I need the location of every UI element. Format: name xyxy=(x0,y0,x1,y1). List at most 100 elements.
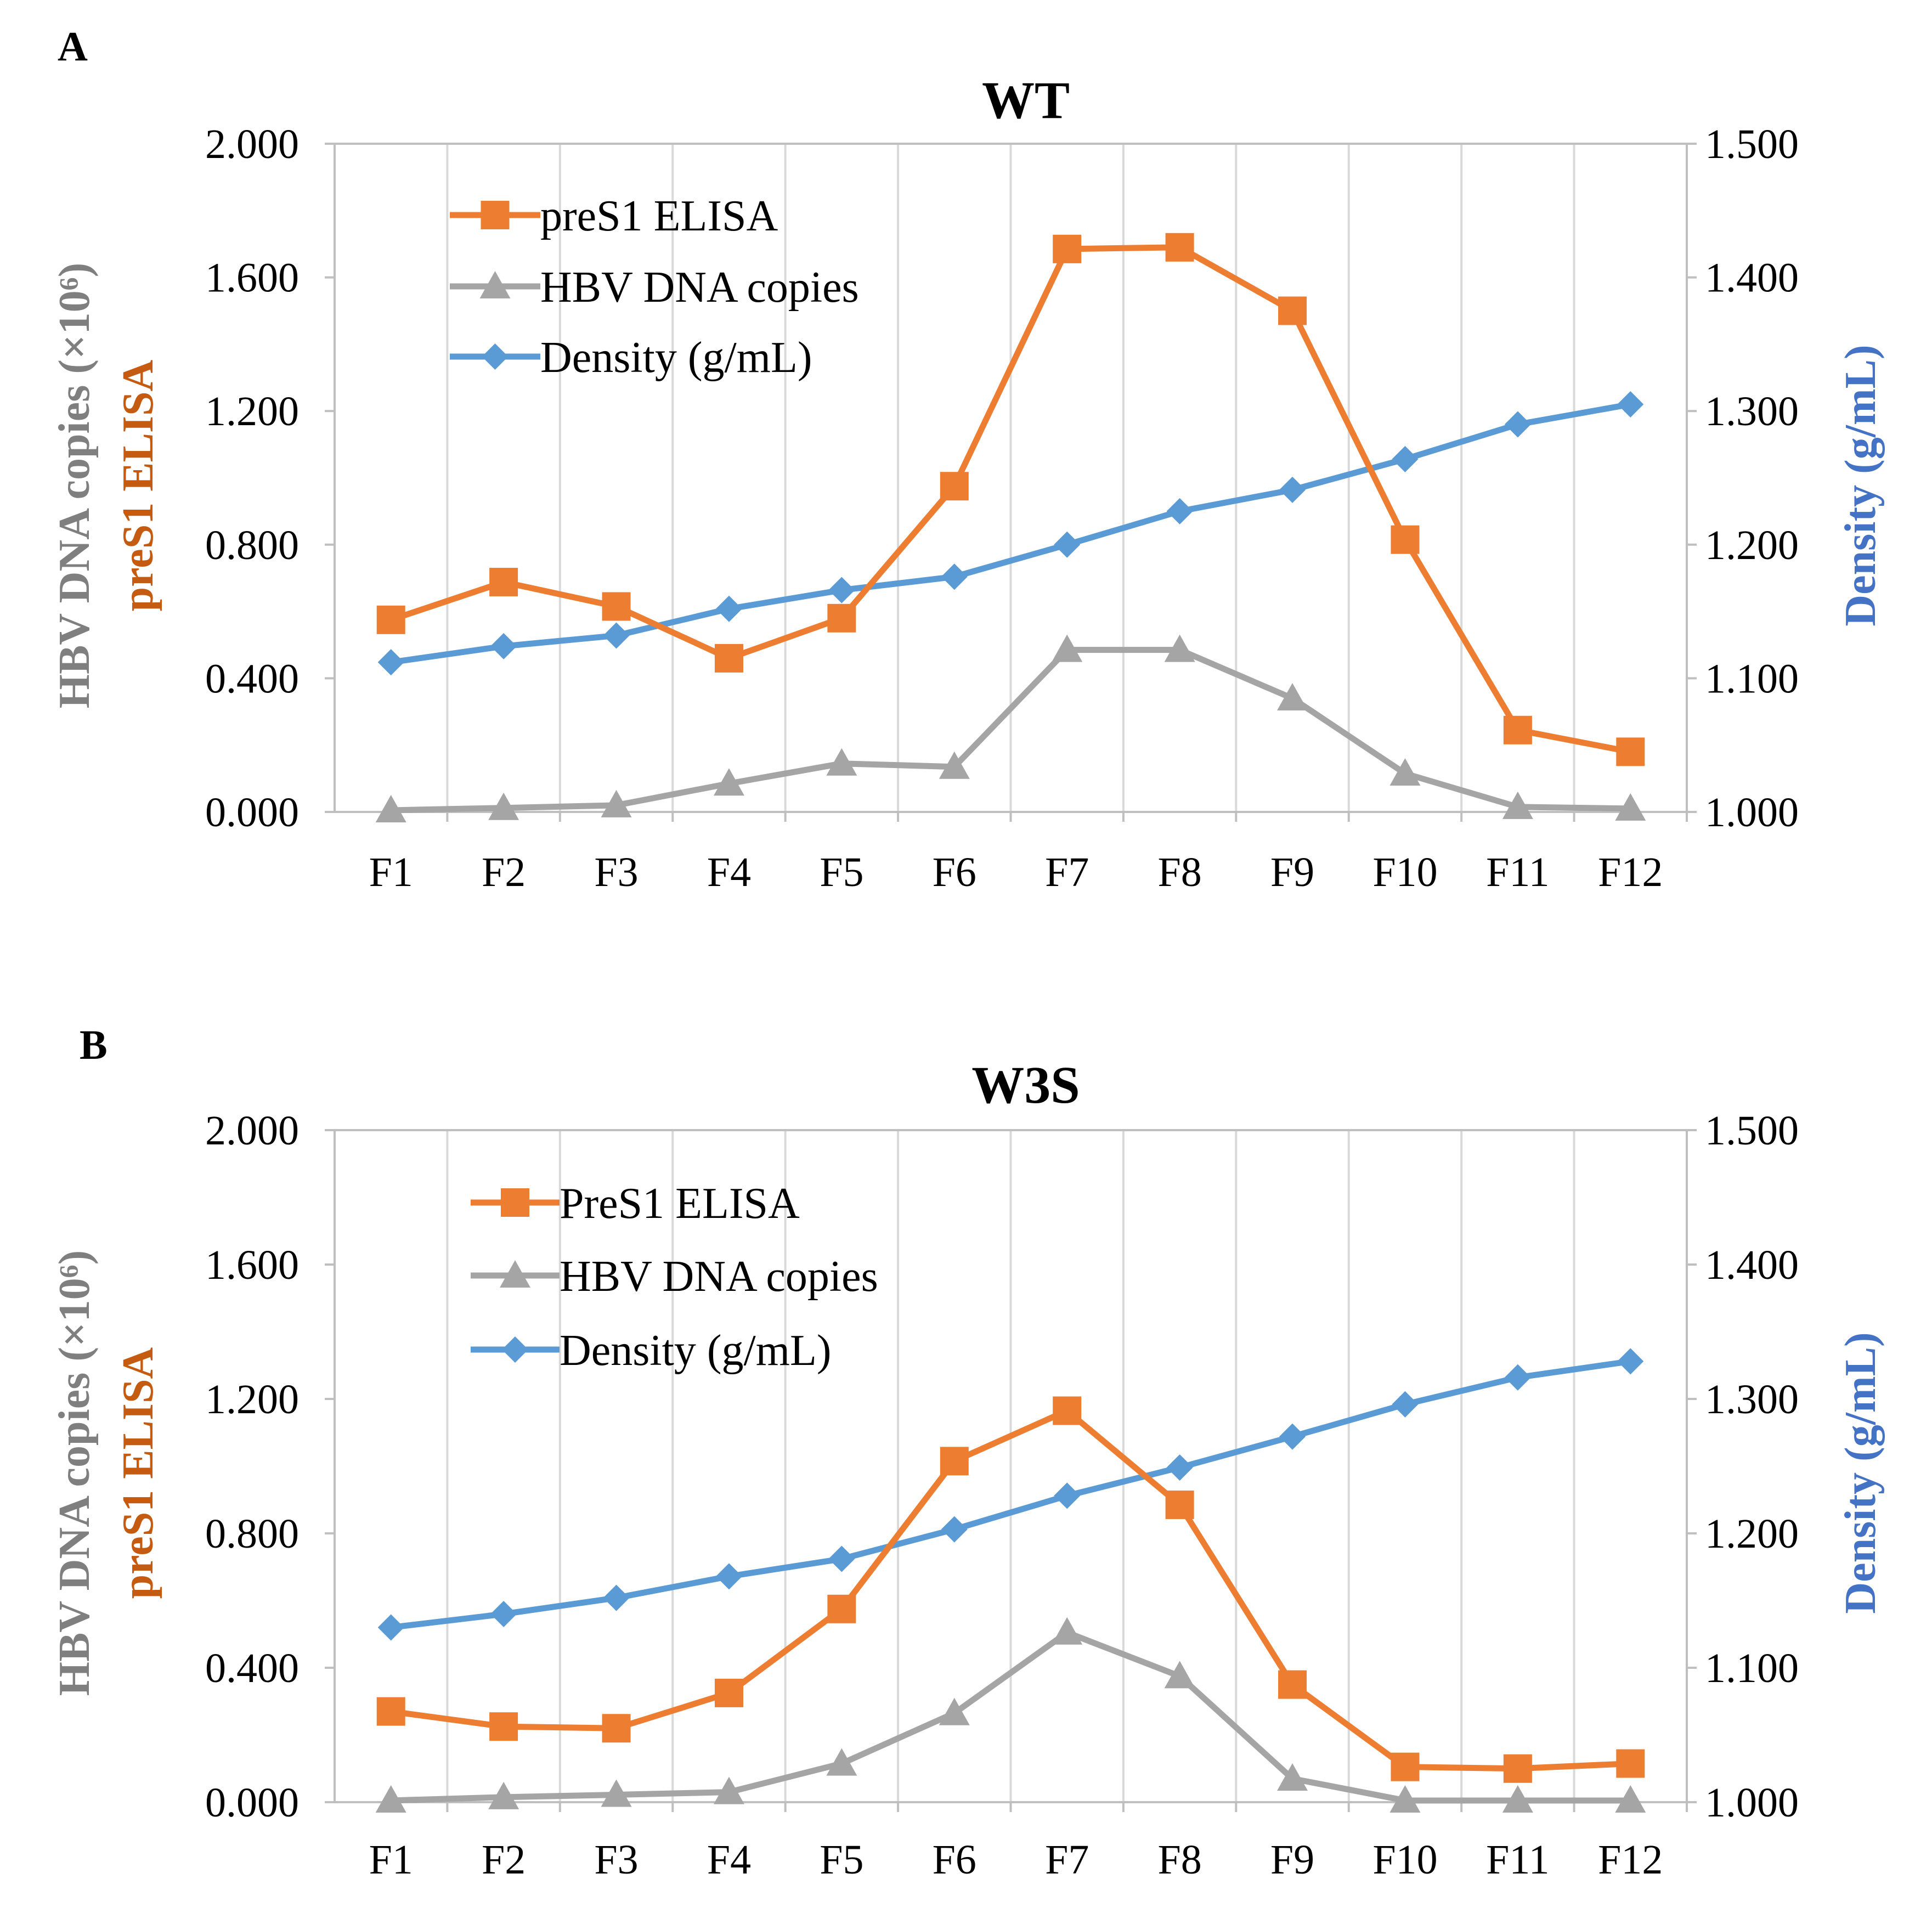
panel-label: B xyxy=(80,1022,108,1068)
right-axis-tick-label: 1.200 xyxy=(1705,1511,1799,1557)
data-point xyxy=(377,1614,404,1641)
data-point xyxy=(715,595,742,622)
data-point xyxy=(713,768,744,796)
chart-panel-a: A WT 0.000 0.400 0.800 1.200 1.600 2.000 1.000 1.… xyxy=(50,24,1885,895)
x-axis-tick-label: F4 xyxy=(707,849,751,895)
x-axis-tick-label: F8 xyxy=(1157,849,1201,895)
data-point xyxy=(1277,1763,1308,1791)
right-axis-tick-label: 1.200 xyxy=(1705,522,1799,568)
data-point xyxy=(375,1785,406,1813)
data-point xyxy=(602,1714,631,1743)
series-line xyxy=(388,244,1634,755)
data-point xyxy=(488,792,519,820)
data-point xyxy=(601,789,632,817)
series-line xyxy=(388,401,1634,665)
legend-entry: Density (g/mL) xyxy=(560,1327,831,1375)
right-axis-tick-label: 1.400 xyxy=(1705,1242,1799,1288)
chart-title: WT xyxy=(982,71,1070,129)
data-point xyxy=(1392,1391,1419,1418)
x-axis-tick-label: F3 xyxy=(594,1837,638,1883)
data-point xyxy=(941,563,968,590)
right-axis-tick-label: 1.000 xyxy=(1705,789,1799,836)
data-point xyxy=(1165,233,1194,262)
legend-entry: PreS1 ELISA xyxy=(560,1180,800,1228)
data-point xyxy=(377,649,404,676)
left-axis-label-gray: HBV DNA copies (×10⁶) xyxy=(50,263,99,709)
left-axis-tick-label: 1.200 xyxy=(205,388,299,434)
x-axis-tick-label: F10 xyxy=(1372,849,1437,895)
legend: PreS1 ELISA HBV DNA copies Density (g/mL) xyxy=(471,1180,878,1375)
data-point xyxy=(603,622,630,649)
left-axis-tick-label: 1.200 xyxy=(205,1376,299,1423)
chart-panel-b: B W3S 0.000 0.400 0.800 1.200 1.600 2.000 1.000 1… xyxy=(50,1022,1885,1883)
left-axis-tick-label: 2.000 xyxy=(205,1108,299,1154)
data-point xyxy=(1392,445,1419,472)
data-point xyxy=(1164,1661,1195,1689)
legend-marker xyxy=(500,1260,530,1288)
right-axis-label: Density (g/mL) xyxy=(1837,1332,1885,1613)
data-point xyxy=(490,633,517,659)
legend-marker xyxy=(502,1336,528,1363)
gridlines xyxy=(446,144,1575,812)
data-point xyxy=(376,605,405,634)
data-point xyxy=(827,1594,856,1623)
left-axis-tick-label: 0.000 xyxy=(205,1780,299,1826)
left-axis-tick-label: 0.400 xyxy=(205,1645,299,1691)
legend-entry: HBV DNA copies xyxy=(560,1252,878,1301)
right-axis-tick-label: 1.000 xyxy=(1705,1780,1799,1826)
data-point xyxy=(489,568,518,597)
data-point xyxy=(489,1712,518,1741)
series-square xyxy=(376,233,1645,766)
series-line xyxy=(388,1407,1634,1772)
series-triangle xyxy=(375,1617,1646,1813)
data-point xyxy=(826,1748,857,1776)
series-triangle xyxy=(375,634,1646,822)
data-point xyxy=(376,1697,405,1726)
data-point xyxy=(940,1447,969,1476)
left-axis-label-orange: preS1 ELISA xyxy=(114,359,162,611)
data-point xyxy=(1053,1396,1082,1425)
x-axis-tick-label: F12 xyxy=(1598,1837,1663,1883)
data-point xyxy=(1616,1749,1645,1778)
data-point xyxy=(1389,1785,1421,1813)
data-point xyxy=(713,1776,744,1804)
data-point xyxy=(1277,682,1308,710)
right-axis-tick-label: 1.300 xyxy=(1705,1376,1799,1423)
data-point xyxy=(1615,1785,1646,1813)
data-point xyxy=(1616,737,1645,766)
x-axis-tick-label: F11 xyxy=(1486,1837,1549,1883)
data-point xyxy=(827,603,856,633)
data-point xyxy=(939,751,970,779)
left-axis-label-gray: HBV DNA copies (×10⁶) xyxy=(50,1250,99,1696)
gridlines xyxy=(446,1130,1575,1802)
left-axis-tick-label: 1.600 xyxy=(205,1242,299,1288)
x-axis-tick-label: F1 xyxy=(369,849,413,895)
legend-marker xyxy=(479,271,511,298)
x-axis-tick-label: F9 xyxy=(1270,1837,1314,1883)
data-point xyxy=(1279,476,1306,503)
legend-marker xyxy=(481,201,510,229)
x-axis-tick-label: F12 xyxy=(1598,849,1663,895)
data-point xyxy=(1166,1454,1193,1481)
data-point xyxy=(715,1563,742,1590)
data-point xyxy=(1504,1364,1531,1391)
right-axis-tick-label: 1.500 xyxy=(1705,1108,1799,1154)
left-axis-tick-label: 1.600 xyxy=(205,255,299,301)
x-axis-tick-label: F11 xyxy=(1486,849,1549,895)
chart-title: W3S xyxy=(971,1056,1080,1114)
right-axis-tick-label: 1.100 xyxy=(1705,1645,1799,1691)
left-axis-tick-label: 0.400 xyxy=(205,656,299,702)
data-point xyxy=(1054,1482,1081,1509)
data-point xyxy=(1052,634,1083,662)
data-point xyxy=(375,794,406,822)
data-point xyxy=(940,472,969,501)
x-axis-tick-label: F6 xyxy=(933,1837,976,1883)
x-axis-tick-label: F5 xyxy=(820,1837,863,1883)
data-point xyxy=(1615,793,1646,821)
legend: preS1 ELISA HBV DNA copies Density (g/mL) xyxy=(450,192,859,382)
x-axis-tick-label: F5 xyxy=(820,849,863,895)
legend-marker xyxy=(482,343,509,370)
right-axis-tick-label: 1.100 xyxy=(1705,656,1799,702)
data-point xyxy=(939,1697,970,1725)
